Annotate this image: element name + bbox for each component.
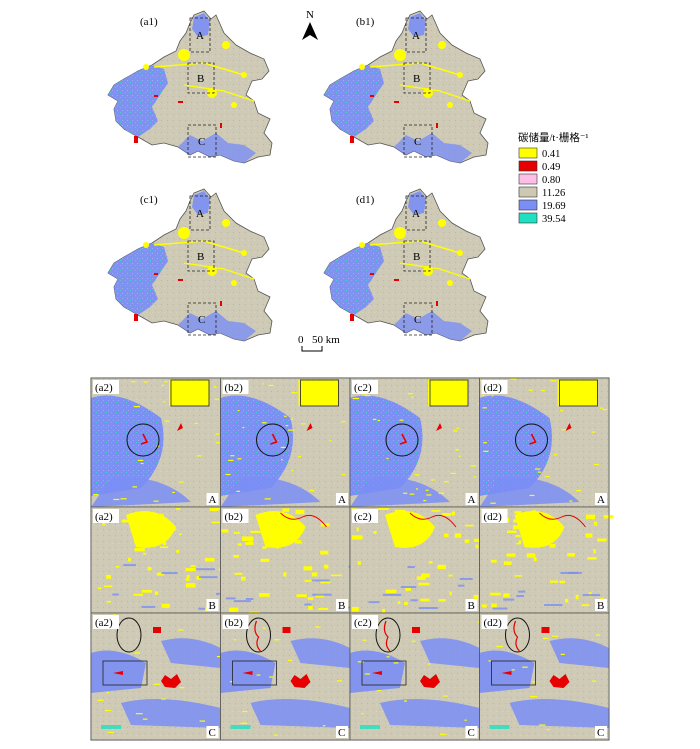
zoom-tile-label: (d2) — [484, 511, 503, 523]
legend-swatch — [518, 160, 538, 172]
scale-bar: 0 50 km — [298, 334, 340, 352]
legend-value: 0.41 — [542, 149, 560, 160]
zoom-tile-label: (c2) — [354, 617, 372, 629]
zoom-tile-label: (a2) — [95, 617, 113, 629]
region-box-label: C — [414, 136, 421, 148]
zoom-region-letter: B — [468, 600, 475, 612]
legend-value: 0.80 — [542, 175, 560, 186]
zoom-tile-A-1: (a2) A — [90, 377, 221, 508]
zoom-tile-C-3: (c2) C — [349, 612, 481, 741]
zoom-tile-B-3: (c2) B — [349, 506, 488, 614]
zoom-region-letter: C — [468, 727, 475, 739]
zoom-tile-label: (d2) — [484, 617, 503, 629]
legend-value: 11.26 — [542, 188, 565, 199]
zoom-region-letter: B — [338, 600, 345, 612]
region-box-label: C — [198, 136, 205, 148]
zoom-tile-C-2: (b2) C — [220, 612, 351, 741]
region-box-label: C — [414, 314, 421, 326]
zoom-tile-A-3: (c2) A — [349, 377, 484, 508]
north-label: N — [306, 9, 314, 21]
legend-value: 39.54 — [542, 214, 566, 225]
region-box-label: A — [412, 30, 420, 42]
zoom-tile-C-1: (a2) C — [90, 612, 221, 741]
zoom-tile-label: (b2) — [225, 382, 244, 394]
legend-swatch — [518, 173, 538, 185]
legend-swatch — [518, 212, 538, 224]
zoom-tile-label: (c2) — [354, 511, 372, 523]
zoom-region-letter: A — [209, 494, 217, 506]
legend: 碳储量/t·栅格⁻¹ 0.41 0.49 0.80 11.26 19.69 39.54 — [518, 131, 589, 225]
legend-value: 0.49 — [542, 162, 560, 173]
region-box-label: C — [198, 314, 205, 326]
zoom-region-letter: C — [209, 727, 216, 739]
zoom-tile-A-4: (d2) A — [479, 377, 610, 509]
zoom-region-letter: B — [209, 600, 216, 612]
scale-zero: 0 — [298, 334, 304, 346]
region-box-label: A — [412, 208, 420, 220]
zoom-region-letter: A — [468, 494, 476, 506]
legend-swatch — [518, 186, 538, 198]
province-map-1: A B C (a1) — [107, 10, 273, 164]
zoom-tile-label: (b2) — [225, 511, 244, 523]
zoom-tile-label: (c2) — [354, 382, 372, 394]
region-box-label: B — [197, 73, 204, 85]
map-label: (c1) — [140, 194, 158, 206]
region-box-label: A — [196, 30, 204, 42]
zoom-region-letter: C — [338, 727, 345, 739]
zoom-tile-label: (a2) — [95, 511, 113, 523]
province-map-3: A B C (c1) — [107, 188, 273, 342]
zoom-tile-B-4: (d2) B — [479, 506, 614, 614]
zoom-tile-label: (b2) — [225, 617, 244, 629]
zoom-grid: (a2) A (b2) A (c2) A (d2) A (a2) B (b2) B (c2) B (d2) B… — [90, 377, 614, 741]
map-label: (b1) — [356, 16, 375, 28]
scale-distance: 50 km — [312, 334, 340, 346]
region-box-label: A — [196, 208, 204, 220]
zoom-tile-A-2: (b2) A — [220, 377, 351, 508]
map-label: (d1) — [356, 194, 375, 206]
zoom-tile-B-2: (b2) B — [220, 506, 364, 615]
region-box-label: B — [413, 73, 420, 85]
legend-value: 19.69 — [542, 201, 566, 212]
zoom-region-letter: A — [338, 494, 346, 506]
province-map-2: A B C (b1) — [323, 10, 489, 164]
zoom-region-letter: B — [597, 600, 604, 612]
zoom-tile-label: (a2) — [95, 382, 113, 394]
north-arrow: N — [302, 9, 318, 40]
legend-title: 碳储量/t·栅格⁻¹ — [518, 131, 589, 144]
province-map-4: A B C (d1) — [323, 188, 489, 342]
zoom-region-letter: C — [597, 727, 604, 739]
zoom-tile-label: (d2) — [484, 382, 503, 394]
zoom-region-letter: A — [597, 494, 605, 506]
legend-swatch — [518, 199, 538, 211]
region-box-label: B — [413, 251, 420, 263]
zoom-tile-C-4: (d2) C — [479, 612, 610, 741]
zoom-tile-B-1: (a2) B — [90, 506, 231, 614]
map-label: (a1) — [140, 16, 158, 28]
legend-swatch — [518, 147, 538, 159]
region-box-label: B — [197, 251, 204, 263]
